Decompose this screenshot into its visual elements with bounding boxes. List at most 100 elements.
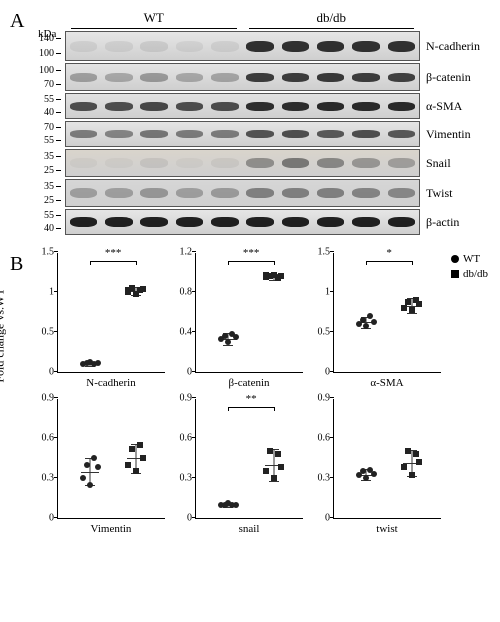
blot-lane — [348, 32, 383, 60]
blot-lane — [242, 32, 277, 60]
blot-lane — [313, 180, 348, 206]
data-point — [275, 451, 281, 457]
blot-band — [70, 130, 98, 138]
y-tick-line — [54, 291, 58, 292]
blot-band — [140, 188, 168, 198]
blot-band — [282, 73, 310, 82]
blot-band — [176, 188, 204, 198]
blot-image — [65, 121, 420, 147]
blot-mw-labels: 3525 — [35, 179, 65, 207]
blot-band — [317, 130, 345, 138]
blot-band — [211, 130, 239, 138]
blot-lane — [101, 122, 136, 146]
blot-bands — [66, 180, 419, 206]
y-tick-label: 0.3 — [308, 473, 330, 484]
blot-band — [317, 158, 345, 168]
data-point — [371, 319, 377, 325]
blot-row: 5540α-SMA — [35, 93, 490, 119]
data-point — [405, 299, 411, 305]
data-point — [225, 339, 231, 345]
blot-band — [388, 130, 416, 138]
y-tick-label: 0 — [170, 513, 192, 524]
blot-lane — [66, 94, 101, 118]
significance-bar-tick — [274, 261, 275, 265]
y-axis-label: Fold change vs.WT — [0, 288, 8, 382]
significance-stars: * — [386, 247, 392, 259]
blot-protein-name: β-catenin — [420, 70, 490, 85]
blot-rows: 140100N-cadherin10070β-catenin5540α-SMA7… — [35, 31, 490, 235]
blot-lane — [207, 180, 242, 206]
blot-image — [65, 149, 420, 177]
blot-lane — [137, 64, 172, 90]
blot-band — [246, 73, 274, 82]
blot-band — [211, 158, 239, 168]
blot-lane — [348, 64, 383, 90]
legend-marker-circle — [451, 255, 459, 263]
blot-band — [246, 217, 274, 227]
blot-band — [352, 188, 380, 198]
blot-lane — [66, 32, 101, 60]
y-tick-label: 0 — [308, 513, 330, 524]
blot-lane — [172, 210, 207, 234]
header-dbdb: db/db — [243, 10, 421, 29]
blot-lane — [172, 94, 207, 118]
blot-image — [65, 93, 420, 119]
data-point — [371, 471, 377, 477]
y-tick-label: 1 — [308, 287, 330, 298]
blot-band — [246, 158, 274, 168]
panel-a: A kDa WT db/db 140100N-cadherin10070β-ca… — [10, 10, 490, 235]
plot-row-1: 00.511.5***N-cadherin00.40.81.2***β-cate… — [35, 253, 490, 389]
blot-mw-labels: 5540 — [35, 209, 65, 235]
blot-band — [211, 41, 239, 52]
significance-bar — [228, 407, 273, 408]
y-tick-label: 0 — [32, 367, 54, 378]
blot-band — [70, 188, 98, 198]
blot-lane — [137, 122, 172, 146]
significance-bar-tick — [228, 407, 229, 411]
data-point — [140, 455, 146, 461]
blot-lane — [207, 122, 242, 146]
y-tick-line — [330, 331, 334, 332]
panel-a-label: A — [10, 10, 24, 33]
blot-band — [176, 130, 204, 138]
y-tick-line — [192, 291, 196, 292]
blot-band — [352, 73, 380, 82]
blot-lane — [313, 32, 348, 60]
blot-protein-name: N-cadherin — [420, 39, 490, 54]
significance-bar-tick — [412, 261, 413, 265]
data-point — [405, 448, 411, 454]
blot-band — [246, 130, 274, 138]
y-tick-label: 1.5 — [32, 247, 54, 258]
blot-lane — [66, 150, 101, 176]
blot-mw-labels: 10070 — [35, 63, 65, 91]
data-point — [416, 459, 422, 465]
blot-lane — [313, 64, 348, 90]
blot-bands — [66, 150, 419, 176]
blot-lane — [348, 210, 383, 234]
data-point — [278, 273, 284, 279]
blot-band — [282, 217, 310, 227]
blot-band — [282, 102, 310, 111]
y-tick-label: 0.6 — [308, 433, 330, 444]
blot-lane — [278, 94, 313, 118]
y-tick-line — [192, 331, 196, 332]
y-tick-label: 1.5 — [308, 247, 330, 258]
error-cap — [407, 313, 417, 314]
blot-lane — [384, 32, 419, 60]
y-tick-line — [192, 477, 196, 478]
blot-lane — [278, 180, 313, 206]
y-tick-label: 1.2 — [170, 247, 192, 258]
mw-tick: 55 — [35, 94, 61, 105]
data-point — [95, 360, 101, 366]
blot-band — [388, 73, 416, 82]
blot-band — [105, 73, 133, 82]
blot-band — [211, 188, 239, 198]
data-point — [401, 305, 407, 311]
blot-lane — [384, 122, 419, 146]
y-tick-line — [330, 371, 334, 372]
blot-band — [105, 158, 133, 168]
data-point — [360, 468, 366, 474]
blot-lane — [278, 210, 313, 234]
blot-bands — [66, 210, 419, 234]
mw-tick: 40 — [35, 107, 61, 118]
